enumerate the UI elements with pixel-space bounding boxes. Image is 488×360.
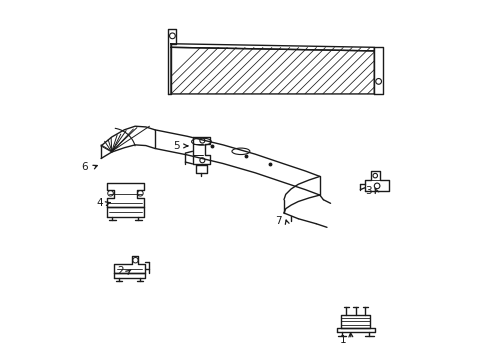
- Polygon shape: [106, 183, 144, 207]
- Polygon shape: [364, 171, 388, 192]
- Text: 7: 7: [275, 216, 281, 226]
- Text: 1: 1: [339, 334, 346, 345]
- Text: 4: 4: [96, 198, 102, 208]
- Polygon shape: [106, 207, 144, 217]
- Polygon shape: [192, 137, 210, 164]
- Text: 6: 6: [81, 162, 88, 172]
- Text: 2: 2: [117, 266, 124, 276]
- Polygon shape: [168, 30, 176, 94]
- Polygon shape: [171, 47, 373, 94]
- Polygon shape: [114, 273, 144, 278]
- Polygon shape: [373, 47, 382, 94]
- Text: 5: 5: [173, 141, 179, 151]
- Polygon shape: [336, 328, 374, 332]
- Text: 3: 3: [364, 186, 371, 196]
- Polygon shape: [196, 165, 206, 173]
- Polygon shape: [171, 44, 373, 51]
- Polygon shape: [340, 315, 369, 328]
- Polygon shape: [114, 256, 144, 273]
